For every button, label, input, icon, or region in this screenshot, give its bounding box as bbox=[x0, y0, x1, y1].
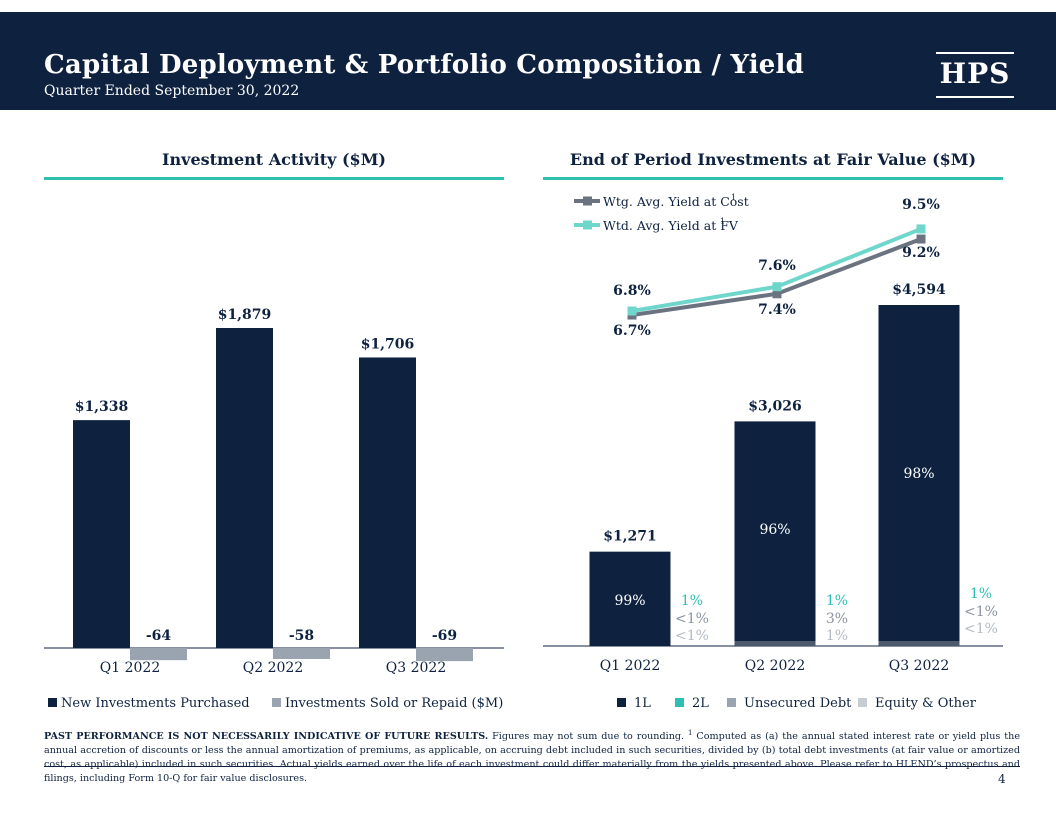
bar-sold-repaid bbox=[130, 648, 187, 661]
right-title-rule bbox=[543, 177, 1003, 180]
legend-label: Investments Sold or Repaid ($M) bbox=[285, 696, 504, 711]
left-title-rule bbox=[44, 177, 504, 180]
x-tick-label: Q2 2022 bbox=[745, 658, 805, 674]
legend-item-new-investments: New Investments Purchased bbox=[48, 696, 250, 711]
legend-item-unsecured: Unsecured Debt bbox=[727, 696, 851, 711]
x-tick-label: Q1 2022 bbox=[600, 658, 660, 674]
disclaimer-text-b: Computed as (a) the annual stated intere… bbox=[44, 731, 1020, 785]
yield-legend-marker bbox=[583, 196, 592, 206]
bar-new-investments bbox=[73, 420, 130, 648]
footnote-marker: 1 bbox=[688, 729, 693, 737]
bar-1l bbox=[589, 551, 671, 646]
bar-unsecured-debt bbox=[734, 641, 816, 646]
total-label: $1,271 bbox=[603, 529, 657, 545]
share-label-1l: 98% bbox=[903, 466, 934, 482]
header-band: Capital Deployment & Portfolio Compositi… bbox=[0, 12, 1056, 110]
share-label-unsecured: <1% bbox=[675, 611, 709, 627]
bar-1l bbox=[878, 305, 960, 646]
legend-label: 2L bbox=[692, 696, 709, 711]
x-tick-label: Q2 2022 bbox=[243, 660, 303, 676]
data-label-new-investments: $1,706 bbox=[361, 336, 415, 352]
disclaimer-bold: PAST PERFORMANCE IS NOT NECESSARILY INDI… bbox=[44, 731, 489, 743]
share-label-2l: 1% bbox=[826, 593, 848, 609]
legend-swatch bbox=[272, 698, 281, 707]
share-label-equity-other: <1% bbox=[675, 628, 709, 644]
page-number: 4 bbox=[998, 772, 1006, 786]
legend-label: Unsecured Debt bbox=[744, 696, 852, 711]
share-label-2l: 1% bbox=[681, 593, 703, 609]
x-tick-label: Q3 2022 bbox=[889, 658, 949, 674]
disclaimer-footnote: PAST PERFORMANCE IS NOT NECESSARILY INDI… bbox=[44, 726, 1020, 786]
total-label: $4,594 bbox=[892, 282, 946, 298]
legend-swatch bbox=[727, 698, 736, 707]
footer-rule bbox=[44, 766, 1020, 767]
yield-legend-footnote-marker: 1 bbox=[720, 217, 725, 226]
yield-at-cost-label: 7.4% bbox=[758, 302, 796, 318]
bar-sold-repaid bbox=[273, 648, 330, 660]
yield-at-fv-label: 9.5% bbox=[902, 197, 940, 213]
bar-new-investments bbox=[359, 357, 416, 648]
yield-at-fv-marker bbox=[916, 224, 926, 234]
legend-label: 1L bbox=[634, 696, 651, 711]
legend-item-sold-repaid: Investments Sold or Repaid ($M) bbox=[272, 696, 503, 711]
yield-legend-marker bbox=[583, 220, 592, 230]
bar-new-investments bbox=[216, 328, 273, 648]
share-label-1l: 96% bbox=[759, 522, 790, 538]
data-label-new-investments: $1,338 bbox=[75, 399, 129, 415]
x-tick-label: Q3 2022 bbox=[386, 660, 446, 676]
yield-at-cost-marker bbox=[772, 289, 782, 299]
legend-swatch bbox=[48, 698, 57, 707]
left-chart-title: Investment Activity ($M) bbox=[162, 150, 386, 169]
legend-swatch bbox=[675, 698, 684, 707]
yield-at-cost-label: 9.2% bbox=[902, 245, 940, 261]
data-label-sold-repaid: -64 bbox=[146, 628, 172, 644]
legend-item-2l: 2L bbox=[675, 696, 709, 711]
total-label: $3,026 bbox=[748, 398, 802, 414]
yield-at-fv-label: 6.8% bbox=[613, 283, 651, 299]
yield-legend-footnote-marker: 1 bbox=[731, 193, 736, 202]
bar-1l bbox=[734, 421, 816, 646]
yield-at-fv-marker bbox=[627, 306, 637, 316]
bar-unsecured-debt bbox=[878, 641, 960, 646]
share-label-unsecured: 3% bbox=[826, 611, 848, 627]
x-tick-label: Q1 2022 bbox=[100, 660, 160, 676]
data-label-sold-repaid: -69 bbox=[432, 628, 457, 644]
legend-label: Equity & Other bbox=[875, 696, 976, 711]
share-label-1l: 99% bbox=[614, 593, 645, 609]
legend-swatch bbox=[858, 698, 867, 707]
right-chart-title: End of Period Investments at Fair Value … bbox=[569, 150, 977, 169]
yield-legend-label: Wtd. Avg. Yield at FV bbox=[603, 218, 739, 233]
yield-at-fv-label: 7.6% bbox=[758, 258, 796, 274]
legend-item-equity-other: Equity & Other bbox=[858, 696, 976, 711]
logo-bottom-rule bbox=[936, 96, 1014, 98]
share-label-equity-other: <1% bbox=[964, 621, 998, 637]
share-label-2l: 1% bbox=[970, 586, 992, 602]
data-label-new-investments: $1,879 bbox=[218, 307, 272, 323]
legend-swatch bbox=[617, 698, 626, 707]
legend-item-1l: 1L bbox=[617, 696, 651, 711]
page-subtitle: Quarter Ended September 30, 2022 bbox=[44, 83, 300, 99]
logo-top-rule bbox=[936, 52, 1014, 54]
legend-label: New Investments Purchased bbox=[61, 696, 250, 711]
hps-logo: HPS bbox=[936, 52, 1014, 98]
disclaimer-text-a: Figures may not sum due to rounding. bbox=[488, 731, 688, 743]
share-label-unsecured: <1% bbox=[964, 604, 998, 620]
data-label-sold-repaid: -58 bbox=[289, 628, 314, 644]
yield-at-fv-marker bbox=[772, 282, 782, 292]
share-label-equity-other: 1% bbox=[826, 628, 848, 644]
yield-at-cost-marker bbox=[916, 234, 926, 244]
bar-sold-repaid bbox=[416, 648, 473, 662]
logo-text: HPS bbox=[939, 57, 1011, 90]
yield-at-cost-label: 6.7% bbox=[613, 323, 651, 339]
yield-legend-label: Wtg. Avg. Yield at Cost bbox=[603, 194, 749, 209]
page-title: Capital Deployment & Portfolio Compositi… bbox=[44, 50, 804, 80]
